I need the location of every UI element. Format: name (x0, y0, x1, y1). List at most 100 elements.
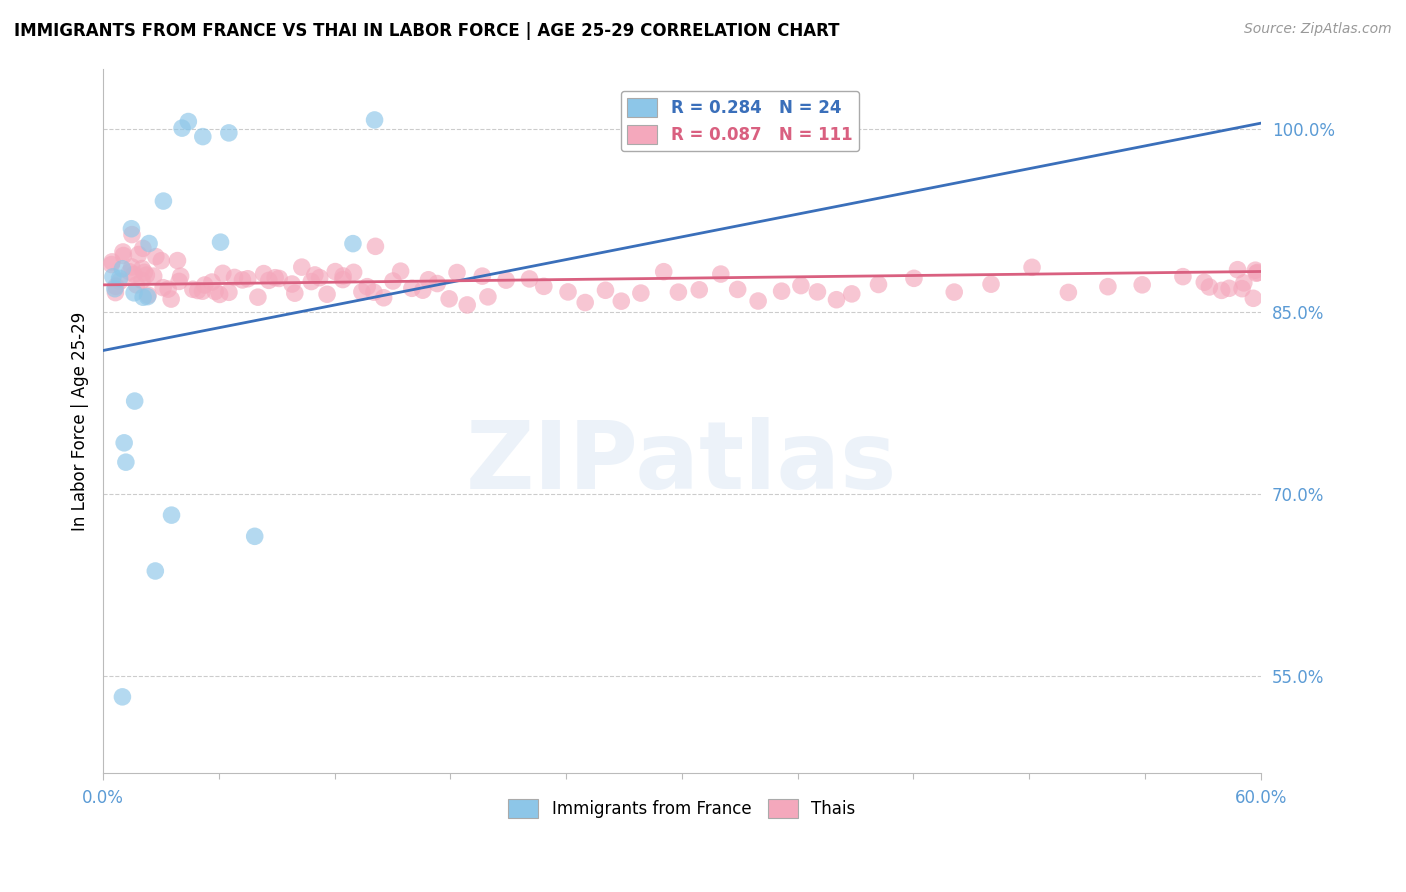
Point (825, 293, 848, 307)
Point (108, 274, 131, 288)
Point (343, 265, 366, 279)
Point (142, 269, 165, 284)
Point (1097, 279, 1119, 293)
Point (382, 274, 405, 288)
Point (108, 271, 131, 285)
Point (253, 267, 276, 281)
Point (269, 271, 291, 285)
Point (191, 284, 214, 298)
Point (157, 282, 180, 296)
Point (456, 298, 478, 312)
Point (519, 272, 541, 286)
Point (401, 281, 423, 295)
Point (652, 265, 675, 279)
Legend: Immigrants from France, Thais: Immigrants from France, Thais (502, 792, 862, 825)
Point (373, 291, 395, 305)
Point (177, 114, 200, 128)
Point (342, 236, 364, 251)
Point (1198, 280, 1220, 294)
Point (1230, 282, 1253, 296)
Point (231, 273, 253, 287)
Point (1130, 277, 1153, 292)
Point (284, 286, 307, 301)
Point (101, 269, 124, 284)
Point (218, 126, 240, 140)
Point (136, 288, 159, 302)
Point (125, 277, 148, 292)
Point (1244, 263, 1267, 277)
Point (100, 258, 122, 272)
Point (437, 292, 460, 306)
Text: IMMIGRANTS FROM FRANCE VS THAI IN LABOR FORCE | AGE 25-29 CORRELATION CHART: IMMIGRANTS FROM FRANCE VS THAI IN LABOR … (14, 22, 839, 40)
Point (477, 290, 499, 304)
Point (323, 264, 346, 278)
Point (224, 270, 246, 285)
Point (243, 529, 266, 543)
Point (1171, 269, 1194, 284)
Point (1194, 275, 1216, 289)
Point (1057, 285, 1080, 300)
Point (1241, 291, 1264, 305)
Point (688, 283, 710, 297)
Point (167, 274, 190, 288)
Point (236, 271, 259, 285)
Point (980, 277, 1002, 292)
Point (208, 287, 231, 301)
Point (630, 286, 652, 301)
Point (132, 290, 155, 304)
Point (246, 290, 269, 304)
Point (111, 261, 134, 276)
Text: ZIPatlas: ZIPatlas (467, 417, 897, 509)
Point (218, 285, 240, 300)
Point (111, 244, 134, 259)
Point (160, 508, 183, 523)
Point (574, 295, 596, 310)
Point (332, 268, 354, 283)
Point (868, 277, 890, 292)
Point (299, 275, 322, 289)
Point (412, 283, 434, 297)
Point (211, 266, 233, 280)
Point (191, 129, 214, 144)
Point (134, 265, 156, 279)
Point (356, 279, 378, 293)
Point (710, 267, 733, 281)
Point (209, 235, 232, 249)
Point (121, 227, 143, 242)
Point (194, 277, 217, 292)
Point (533, 279, 555, 293)
Point (131, 273, 153, 287)
Point (806, 285, 828, 299)
Point (557, 285, 579, 299)
Point (727, 282, 749, 296)
Point (363, 112, 385, 127)
Point (471, 269, 494, 284)
Point (128, 247, 150, 261)
Point (112, 435, 135, 450)
Point (610, 294, 633, 309)
Point (770, 284, 793, 298)
Text: Source: ZipAtlas.com: Source: ZipAtlas.com (1244, 22, 1392, 37)
Point (136, 290, 159, 304)
Point (1211, 284, 1233, 298)
Point (169, 269, 191, 284)
Point (291, 260, 314, 274)
Point (118, 265, 141, 279)
Point (668, 285, 690, 300)
Y-axis label: In Labor Force | Age 25-29: In Labor Force | Age 25-29 (72, 311, 89, 531)
Point (122, 268, 145, 282)
Point (747, 293, 769, 308)
Point (790, 278, 813, 293)
Point (304, 268, 326, 282)
Point (170, 121, 193, 136)
Point (903, 271, 925, 285)
Point (152, 194, 174, 208)
Point (152, 281, 174, 295)
Point (135, 268, 157, 282)
Point (595, 283, 617, 297)
Point (363, 285, 385, 300)
Point (1233, 276, 1256, 290)
Point (364, 239, 387, 253)
Point (138, 236, 160, 251)
Point (104, 282, 127, 296)
